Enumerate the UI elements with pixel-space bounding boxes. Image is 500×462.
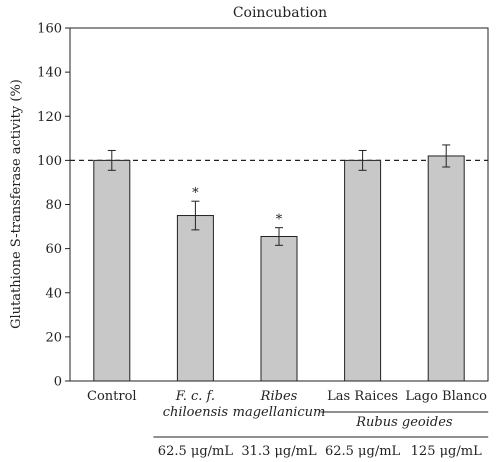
y-axis-label: Glutathione S-transferase activity (%) (9, 79, 24, 329)
y-tick-label: 100 (37, 154, 62, 169)
significance-marker: * (276, 213, 283, 228)
y-tick-label: 0 (54, 375, 62, 390)
y-tick-label: 40 (45, 286, 62, 301)
concentration-label: 31.3 μg/mL (241, 444, 317, 459)
concentration-label: 62.5 μg/mL (158, 444, 234, 459)
concentration-label: 62.5 μg/mL (325, 444, 401, 459)
category-label: Las Raices (327, 389, 398, 404)
group-label: Rubus geoides (355, 415, 453, 430)
significance-marker: * (192, 186, 199, 201)
y-tick-label: 20 (45, 330, 62, 345)
concentration-label: 125 μg/mL (411, 444, 482, 459)
bar (260, 235, 298, 382)
category-label: magellanicum (233, 405, 326, 420)
y-tick-label: 60 (45, 242, 62, 257)
bar (93, 159, 131, 382)
category-label: Lago Blanco (405, 389, 487, 404)
category-label: chiloensis (163, 405, 229, 420)
category-label: F. c. f. (175, 389, 215, 404)
y-tick-label: 160 (37, 22, 62, 37)
category-label: Ribes (260, 389, 298, 404)
bar (344, 159, 382, 382)
y-tick-label: 80 (45, 198, 62, 213)
y-tick-label: 140 (37, 66, 62, 81)
category-label: Control (87, 389, 137, 404)
chart-title: Coincubation (233, 5, 327, 21)
bar (427, 155, 465, 382)
y-tick-label: 120 (37, 110, 62, 125)
plot-area: 0 20 40 60 80 100 120 140 160 * * Control F. c. f.ch… (37, 22, 489, 459)
bar (176, 215, 214, 382)
